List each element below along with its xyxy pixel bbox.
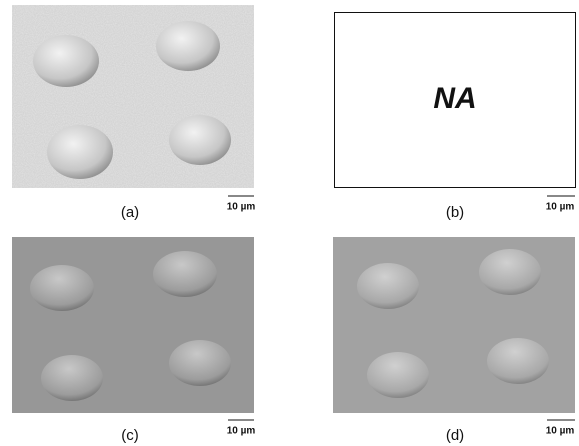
- figure: (a) 10 µm NA (b) 10 µm (c) 10 µm (d) 10 …: [0, 0, 579, 446]
- dome: [169, 340, 231, 386]
- scale-text: 10 µm: [546, 202, 575, 213]
- panel-label: (b): [446, 204, 464, 221]
- scale-text: 10 µm: [546, 426, 575, 437]
- dome: [357, 263, 419, 309]
- scale-text: 10 µm: [227, 202, 256, 213]
- dome: [169, 115, 231, 165]
- dome: [30, 265, 94, 311]
- dome: [33, 35, 99, 87]
- dome: [47, 125, 113, 179]
- panel-label: (d): [446, 427, 464, 444]
- panel-b: NA (b) 10 µm: [335, 13, 576, 221]
- texture: [12, 5, 254, 188]
- placeholder: NA: [433, 82, 476, 115]
- dome: [41, 355, 103, 401]
- panel-label: (a): [121, 204, 139, 221]
- dome: [479, 249, 541, 295]
- dome: [487, 338, 549, 384]
- panel-c: (c) 10 µm: [12, 237, 255, 444]
- dome: [367, 352, 429, 398]
- panel-label: (c): [121, 427, 139, 444]
- panel-d: (d) 10 µm: [333, 237, 575, 444]
- panel-a: (a) 10 µm: [12, 5, 255, 221]
- scale-text: 10 µm: [227, 426, 256, 437]
- dome: [156, 21, 220, 71]
- dome: [153, 251, 217, 297]
